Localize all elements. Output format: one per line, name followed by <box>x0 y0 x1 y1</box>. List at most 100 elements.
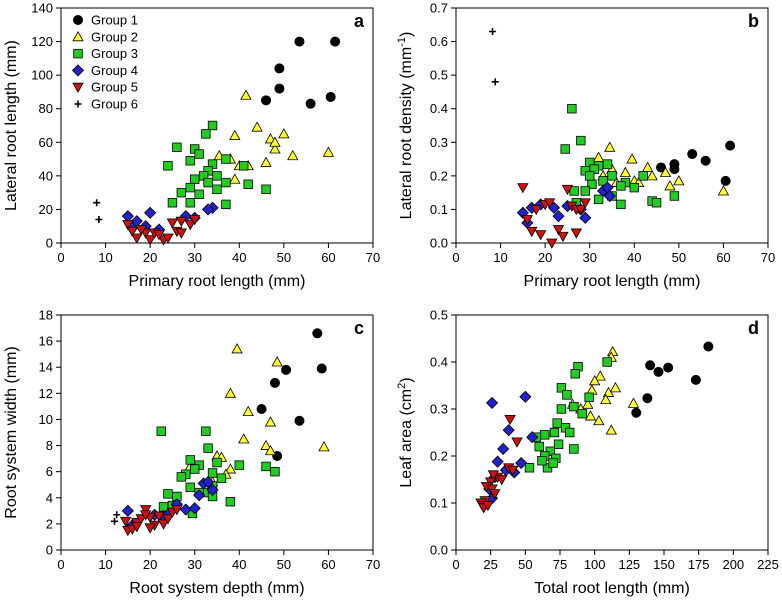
x-tick-label: 70 <box>366 250 380 265</box>
data-point <box>318 441 330 452</box>
data-point <box>163 489 173 499</box>
data-point <box>616 199 626 210</box>
data-point <box>131 233 143 244</box>
data-point <box>543 198 556 209</box>
data-point <box>144 206 157 219</box>
data-point <box>690 374 701 385</box>
y-tick-label: 0.0 <box>430 543 448 558</box>
plot-frame <box>60 7 374 244</box>
data-point <box>537 455 547 466</box>
data-point <box>269 136 281 147</box>
data-point <box>294 415 305 426</box>
data-point <box>153 511 165 522</box>
data-point <box>167 198 178 208</box>
data-point <box>593 414 605 426</box>
y-tick-label: 0.1 <box>430 202 448 217</box>
data-point <box>260 439 272 450</box>
data-point <box>576 135 586 146</box>
x-tick-label: 50 <box>277 557 291 572</box>
data-point <box>717 185 730 196</box>
data-point <box>175 228 188 239</box>
data-point <box>126 226 138 238</box>
data-point <box>270 466 280 477</box>
series-2 <box>184 343 330 487</box>
data-point <box>166 218 179 229</box>
data-point <box>626 153 638 164</box>
legend-label: Group 3 <box>91 46 138 61</box>
x-axis-label: Total root length (mm) <box>534 580 690 597</box>
data-point <box>549 427 560 438</box>
y-tick-label: 8 <box>46 438 53 453</box>
data-point <box>201 129 211 139</box>
x-tick-label: 20 <box>538 250 552 265</box>
y-tick-label: 120 <box>31 34 53 49</box>
data-point <box>569 444 579 454</box>
panel-d: 0 25 50 75 100 125 150 175 200 225 0.0 0.1 0.2 0.3 0.4… <box>396 308 779 598</box>
x-tick-label: 60 <box>716 250 730 265</box>
data-point <box>322 146 335 157</box>
data-point <box>569 186 579 196</box>
data-point <box>121 504 134 517</box>
data-point <box>140 505 152 516</box>
data-point <box>619 166 632 177</box>
data-point <box>135 225 147 236</box>
data-point <box>95 216 103 223</box>
x-tick-label: 175 <box>688 557 710 572</box>
data-point <box>580 186 590 196</box>
legend-marker <box>72 82 84 94</box>
plot-frame <box>455 314 769 551</box>
data-point <box>316 363 327 374</box>
data-point <box>491 455 504 468</box>
data-point <box>305 98 316 109</box>
x-tick-label: 40 <box>232 250 246 265</box>
data-point <box>212 171 222 181</box>
data-point <box>261 184 271 194</box>
legend-label: Group 5 <box>91 80 138 95</box>
data-point <box>281 364 292 375</box>
data-point <box>207 120 218 131</box>
data-point <box>162 233 174 244</box>
data-point <box>190 464 200 474</box>
panel-b: 0 10 20 30 40 50 60 70 0.0 0.1 0.2 0.3 0.4 0.5 0.6 0.7 P… <box>396 1 775 291</box>
data-point <box>631 407 642 418</box>
data-point <box>627 397 640 408</box>
data-point <box>594 370 606 381</box>
data-point <box>185 482 195 493</box>
x-tick-label: 30 <box>582 250 596 265</box>
data-point <box>122 220 134 231</box>
legend-marker <box>72 30 84 42</box>
data-point <box>93 199 101 207</box>
plot-frame <box>455 7 769 244</box>
y-tick-label: 100 <box>31 68 53 83</box>
data-point <box>548 458 558 468</box>
data-point <box>530 205 542 216</box>
data-point <box>700 155 711 166</box>
data-point <box>526 226 538 238</box>
y-axis-label: Root system width (mm) <box>3 346 20 518</box>
x-tick-label: 60 <box>321 250 335 265</box>
data-point <box>725 140 736 151</box>
data-point <box>669 191 680 201</box>
y-axis-label: Leaf area (cm2) <box>396 377 415 487</box>
data-point <box>206 483 219 497</box>
data-point <box>546 238 558 249</box>
x-axis-label: Primary root length (mm) <box>129 273 306 290</box>
data-point <box>119 516 132 528</box>
data-point <box>231 343 243 354</box>
data-point <box>588 374 601 386</box>
x-tick-label: 125 <box>618 557 640 572</box>
data-point <box>202 203 215 216</box>
data-point <box>201 426 211 436</box>
legend-label: Group 1 <box>91 13 138 28</box>
data-point <box>229 129 241 140</box>
data-point <box>545 446 555 457</box>
data-point <box>221 154 231 164</box>
data-point <box>602 357 612 367</box>
data-point <box>271 356 283 367</box>
data-point <box>517 183 529 194</box>
y-tick-label: 0.5 <box>430 308 448 323</box>
data-point <box>604 141 616 152</box>
x-tick-label: 50 <box>672 250 686 265</box>
panel-a: 0 10 20 30 40 50 60 70 0 20 40 60 80 100 120 140 Primary… <box>3 1 380 291</box>
